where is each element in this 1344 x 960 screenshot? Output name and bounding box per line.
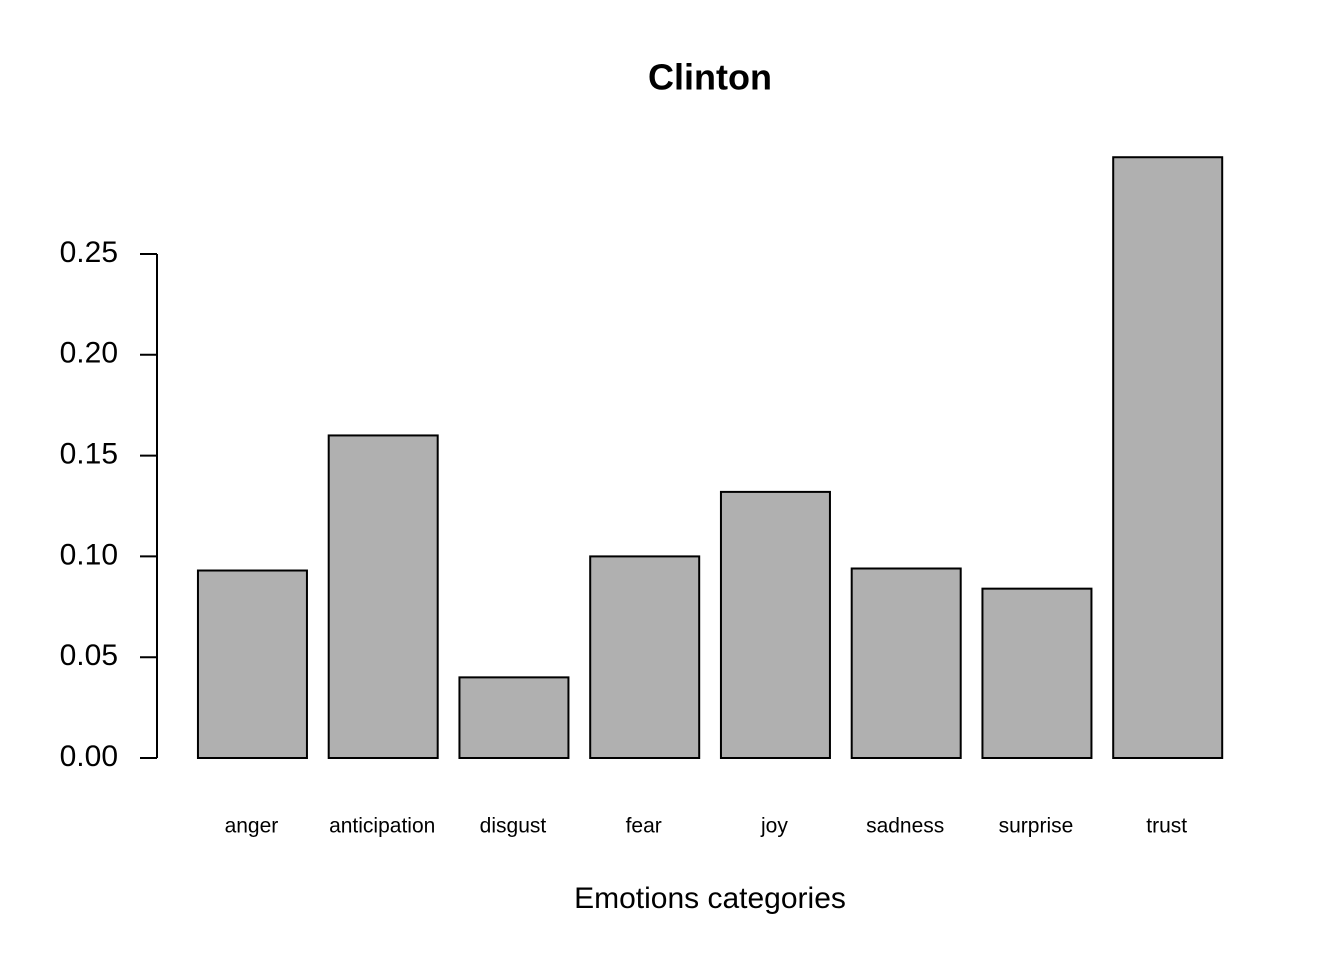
bar: [850, 567, 962, 759]
bar: [719, 490, 831, 759]
x-tick-label: joy: [760, 815, 788, 838]
y-tick-label: 0.15: [60, 438, 118, 471]
bar: [196, 569, 308, 760]
bar: [1112, 156, 1224, 759]
y-tick-label: 0.05: [60, 639, 118, 672]
bar: [458, 676, 570, 759]
y-tick-label: 0.10: [60, 538, 118, 571]
x-tick-label: anticipation: [329, 815, 435, 838]
x-tick-label: sadness: [866, 815, 944, 838]
x-tick-label: surprise: [999, 815, 1074, 838]
x-tick-label: disgust: [480, 815, 547, 838]
bar: [327, 434, 439, 759]
y-tick-label: 0.20: [60, 337, 118, 370]
y-tick-label: 0.00: [60, 740, 118, 773]
y-tick-label: 0.25: [60, 236, 118, 269]
bar: [589, 555, 701, 760]
x-tick-label: trust: [1146, 815, 1187, 838]
chart-title: Clinton: [648, 57, 772, 98]
x-tick-label: fear: [626, 815, 662, 838]
x-tick-label: anger: [225, 815, 279, 838]
x-axis-label: Emotions categories: [574, 882, 846, 915]
bar: [981, 587, 1093, 759]
